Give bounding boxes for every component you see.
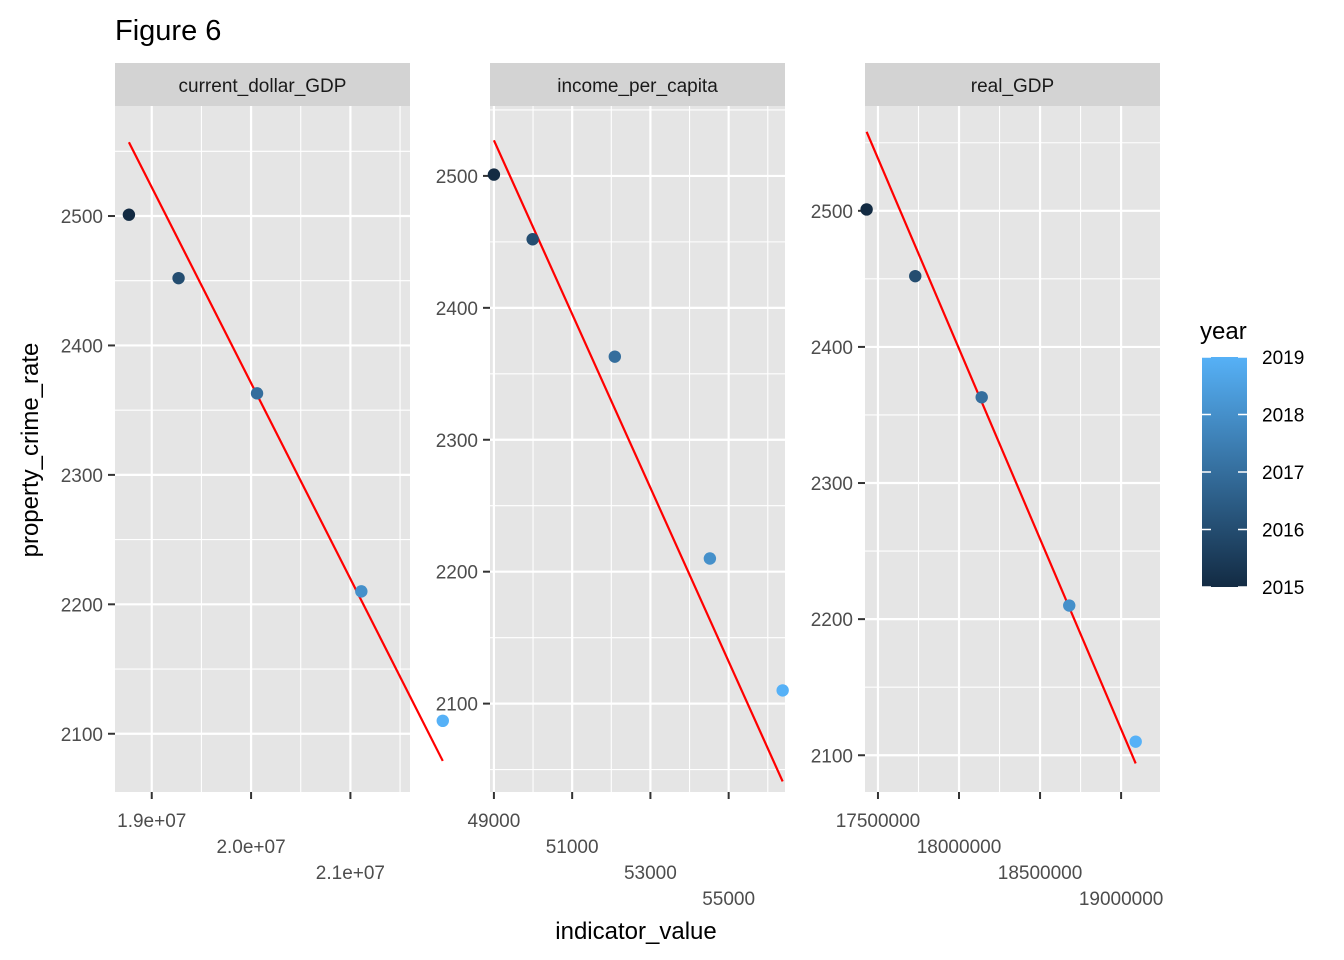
x-tick-label: 1.9e+07	[117, 811, 186, 832]
y-tick-label: 2300	[436, 431, 478, 452]
data-point-2015	[122, 208, 136, 221]
panel-background	[115, 106, 410, 792]
y-tick-label: 2200	[61, 595, 103, 616]
gridlines	[115, 106, 410, 792]
gridlines	[490, 106, 785, 792]
x-tick-label: 51000	[546, 837, 599, 858]
x-tick-label: 55000	[702, 889, 755, 910]
y-tick-label: 2500	[61, 207, 103, 228]
data-point-2017	[250, 387, 264, 400]
y-tick-label: 2400	[61, 336, 103, 357]
data-point-2015	[487, 168, 501, 181]
x-tick-label: 17500000	[836, 811, 921, 832]
y-tick-label: 2300	[811, 474, 853, 495]
y-tick-label: 2300	[61, 466, 103, 487]
legend-label: 2018	[1262, 406, 1304, 427]
legend-label: 2017	[1262, 463, 1304, 484]
legend-label: 2019	[1262, 348, 1304, 369]
facet-strip-real_GDP	[865, 63, 1160, 106]
facet-strip-label: real_GDP	[971, 76, 1054, 97]
data-point-2018	[1063, 599, 1076, 612]
x-tick-label: 19000000	[1079, 889, 1164, 910]
year-legend: year 2015 2016 2017 2018 2019	[1200, 318, 1304, 599]
facet-strip-income_per_capita	[490, 63, 785, 106]
x-tick-label: 2.1e+07	[316, 863, 385, 884]
legend-title: year	[1200, 318, 1247, 345]
data-point-2018	[355, 585, 368, 598]
facet-strip-current_dollar_GDP	[115, 63, 410, 106]
gridlines	[865, 106, 1160, 792]
data-point-2015	[860, 203, 873, 216]
x-tick-label: 18000000	[917, 837, 1002, 858]
facet-current_dollar_GDP: current_dollar_GDP 2100 2200 2300 2400 2500 1.…	[61, 63, 449, 884]
y-axis-title: property_crime_rate	[17, 343, 44, 558]
facet-real_GDP: real_GDP 2100 2200 2300 2400 2500 17500000 1800…	[811, 63, 1164, 910]
regression-line	[865, 131, 1137, 764]
legend-label: 2016	[1262, 521, 1304, 542]
data-point-2016	[172, 271, 185, 285]
facet-income_per_capita: income_per_capita 2100 2200 2300 2400 2500 490…	[436, 63, 789, 910]
facet-panels: current_dollar_GDP 2100 2200 2300 2400 2500 1.…	[61, 63, 1164, 910]
legend-label: 2015	[1262, 578, 1304, 599]
y-tick-label: 2500	[811, 202, 853, 223]
data-point-2016	[909, 269, 922, 283]
panel-background	[865, 106, 1160, 792]
data-point-2016	[526, 233, 539, 246]
y-tick-label: 2400	[811, 338, 853, 359]
data-point-2019	[776, 684, 789, 697]
data-point-2019	[1129, 735, 1142, 748]
data-point-2017	[608, 350, 622, 363]
y-tick-label: 2100	[436, 695, 478, 716]
y-tick-label: 2200	[436, 563, 478, 584]
data-point-2019	[436, 714, 449, 728]
x-tick-label: 53000	[624, 863, 677, 884]
facet-strip-label: current_dollar_GDP	[179, 76, 347, 97]
x-tick-label: 2.0e+07	[216, 837, 285, 858]
x-axis-title: indicator_value	[555, 918, 716, 945]
y-tick-label: 2400	[436, 299, 478, 320]
data-point-2018	[703, 552, 717, 565]
data-point-2017	[975, 391, 988, 404]
regression-line	[127, 141, 444, 762]
y-tick-label: 2100	[811, 746, 853, 767]
facet-strip-label: income_per_capita	[557, 76, 718, 97]
regression-line	[492, 139, 784, 782]
y-tick-label: 2200	[811, 610, 853, 631]
y-tick-label: 2100	[61, 725, 103, 746]
figure-title: Figure 6	[115, 15, 221, 47]
x-tick-label: 49000	[467, 811, 520, 832]
x-tick-label: 18500000	[998, 863, 1083, 884]
y-tick-label: 2500	[436, 167, 478, 188]
